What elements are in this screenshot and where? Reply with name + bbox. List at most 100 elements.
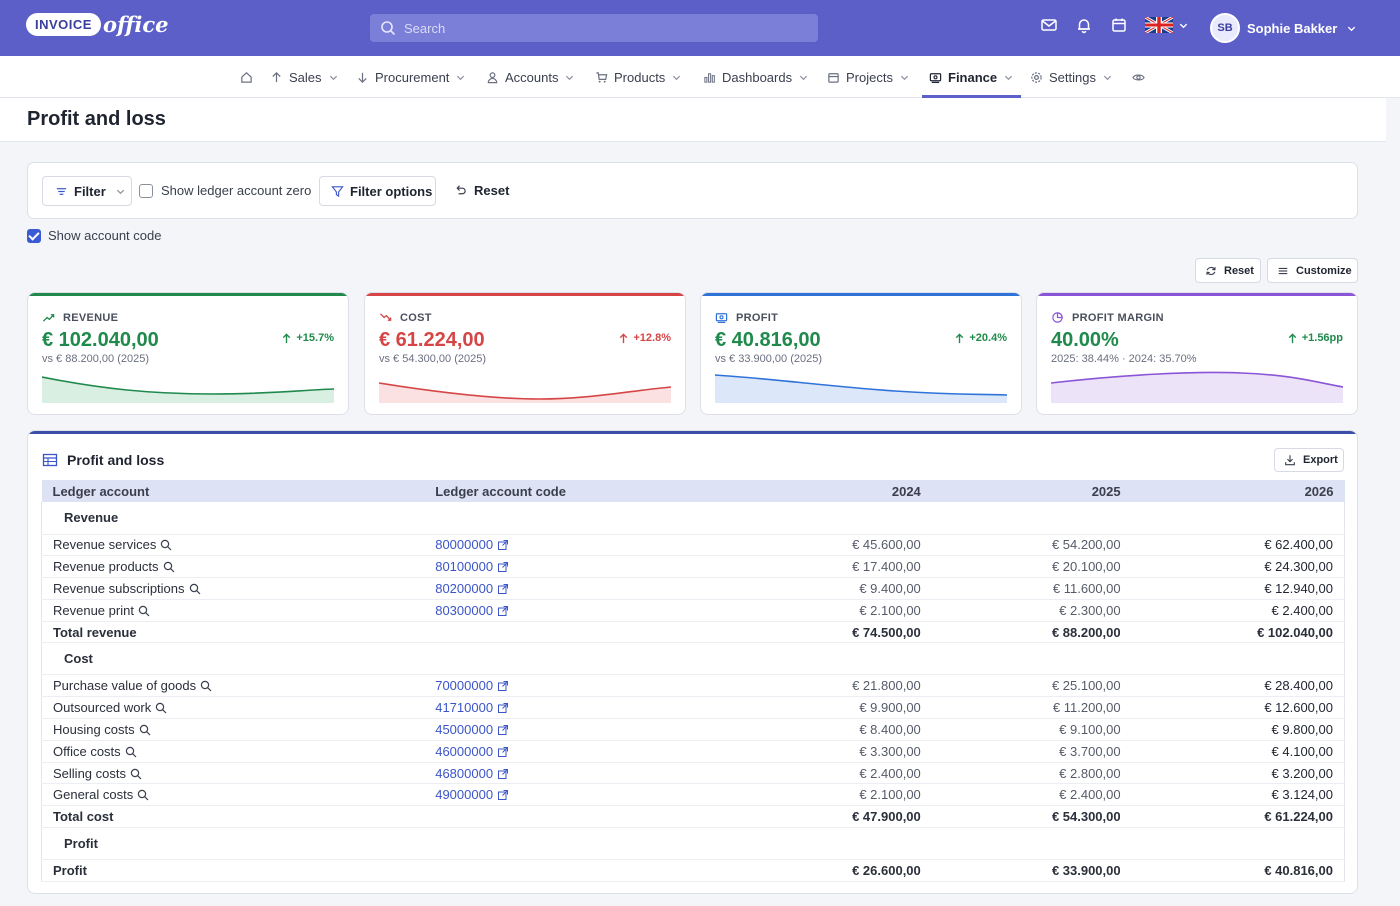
column-header[interactable]: 2024 <box>891 483 921 499</box>
search-icon[interactable] <box>155 702 167 714</box>
column-header[interactable]: 2025 <box>1091 483 1121 499</box>
search-input[interactable] <box>404 20 804 36</box>
external-link-icon[interactable] <box>497 702 509 714</box>
table-row[interactable]: Selling costs 46800000 € 2.400,00 € 2.800,0… <box>41 762 1345 785</box>
nav-settings[interactable]: Settings <box>1030 56 1112 98</box>
ledger-account-name: Revenue services <box>53 537 157 553</box>
external-link-icon[interactable] <box>497 539 509 551</box>
ledger-code-link[interactable]: 80000000 <box>435 537 494 553</box>
column-header[interactable]: Ledger account code <box>435 483 566 499</box>
ledger-code-cell[interactable]: 70000000 <box>424 674 714 698</box>
column-header[interactable]: Ledger account <box>52 483 150 499</box>
value-cell-2024: € 9.900,00 <box>713 696 932 720</box>
user-menu[interactable]: SB Sophie Bakker <box>1210 13 1356 43</box>
customize-button[interactable]: Customize <box>1267 258 1358 283</box>
value-cell-2025: € 3.700,00 <box>931 740 1132 763</box>
calendar-icon[interactable] <box>1110 16 1128 34</box>
show-zero-checkbox[interactable] <box>139 183 153 198</box>
external-link-icon[interactable] <box>497 724 509 736</box>
filter-dropdown[interactable]: Filter <box>42 176 132 206</box>
kpi-value: 40.00% <box>1051 329 1119 351</box>
table-row[interactable]: Outsourced work 41710000 € 9.900,00 € 11.20… <box>41 696 1345 720</box>
ledger-code-cell[interactable]: 80000000 <box>424 534 714 557</box>
ledger-code-link[interactable]: 41710000 <box>435 700 494 716</box>
nav-projects[interactable]: Projects <box>827 56 909 98</box>
filter-options-button[interactable]: Filter options <box>319 176 436 206</box>
external-link-icon[interactable] <box>497 561 509 573</box>
search-icon[interactable] <box>189 583 201 595</box>
value-cell-2025: € 11.600,00 <box>931 577 1132 600</box>
external-link-icon[interactable] <box>497 789 509 801</box>
ledger-code-cell[interactable]: 46000000 <box>424 740 714 763</box>
nav-accounts[interactable]: Accounts <box>486 56 574 98</box>
search-icon[interactable] <box>137 789 149 801</box>
external-link-icon[interactable] <box>497 583 509 595</box>
table-row[interactable]: Revenue print 80300000 € 2.100,00 € 2.300,0… <box>41 599 1345 622</box>
column-header[interactable]: 2026 <box>1304 483 1334 499</box>
ledger-code-link[interactable]: 46000000 <box>435 743 494 759</box>
external-link-icon[interactable] <box>497 680 509 692</box>
arrow-down-icon <box>358 72 367 83</box>
table-row[interactable]: Revenue subscriptions 80200000 € 9.400,00 €… <box>41 577 1345 600</box>
export-button[interactable]: Export <box>1274 448 1344 472</box>
search-icon[interactable] <box>138 605 150 617</box>
ledger-code-link[interactable]: 80200000 <box>435 580 494 596</box>
nav-visibility[interactable] <box>1132 56 1151 98</box>
ledger-code-cell[interactable]: 41710000 <box>424 696 714 720</box>
search-icon[interactable] <box>130 768 142 780</box>
nav-dashboards[interactable]: Dashboards <box>703 56 808 98</box>
value-cell-2026: € 24.300,00 <box>1131 555 1345 579</box>
funnel-icon <box>331 185 344 197</box>
ledger-code-link[interactable]: 49000000 <box>435 787 494 803</box>
ledger-code-link[interactable]: 80300000 <box>435 602 494 618</box>
nav-finance[interactable]: Finance <box>929 56 1013 98</box>
bell-icon[interactable] <box>1075 16 1093 34</box>
ledger-code-cell[interactable]: 45000000 <box>424 718 714 741</box>
nav-products[interactable]: Products <box>595 56 681 98</box>
ledger-code-link[interactable]: 46800000 <box>435 765 494 781</box>
search-icon[interactable] <box>125 746 137 758</box>
external-link-icon[interactable] <box>497 605 509 617</box>
total-row: Total cost € 47.900,00 € 54.300,00 € 61.224… <box>41 805 1345 829</box>
table-row[interactable]: Office costs 46000000 € 3.300,00 € 3.700,00… <box>41 740 1345 763</box>
search-icon[interactable] <box>160 539 172 551</box>
trending-up-icon <box>42 314 55 322</box>
table-row[interactable]: General costs 49000000 € 2.100,00 € 2.400,0… <box>41 783 1345 807</box>
ledger-code-link[interactable]: 70000000 <box>435 678 494 694</box>
reset-filters-button[interactable]: Reset <box>454 183 509 198</box>
search-icon[interactable] <box>163 561 175 573</box>
nav-sales[interactable]: Sales <box>270 56 338 98</box>
nav-procurement[interactable]: Procurement <box>356 56 465 98</box>
total-label: Total cost <box>41 805 425 829</box>
table-row[interactable]: Revenue products 80100000 € 17.400,00 € 20.… <box>41 555 1345 579</box>
section-header-row: Profit <box>41 827 1345 861</box>
show-zero-toggle[interactable]: Show ledger account zero <box>139 183 311 198</box>
ledger-code-cell[interactable]: 80300000 <box>424 599 714 622</box>
search-box[interactable] <box>370 14 818 42</box>
mail-icon[interactable] <box>1040 16 1058 34</box>
nav-home[interactable] <box>240 56 259 98</box>
external-link-icon[interactable] <box>497 746 509 758</box>
ledger-code-link[interactable]: 45000000 <box>435 721 494 737</box>
chevron-down-icon <box>1103 75 1112 80</box>
table-row[interactable]: Purchase value of goods 70000000 € 21.800,… <box>41 674 1345 698</box>
ledger-code-cell[interactable]: 80100000 <box>424 555 714 579</box>
ledger-code-cell[interactable]: 49000000 <box>424 783 714 807</box>
value-cell-2026: € 28.400,00 <box>1131 674 1345 698</box>
ledger-code-link[interactable]: 80100000 <box>435 559 494 575</box>
search-icon[interactable] <box>200 680 212 692</box>
ledger-code-cell[interactable]: 46800000 <box>424 762 714 785</box>
ledger-code-cell[interactable]: 80200000 <box>424 577 714 600</box>
ledger-account-cell: Revenue subscriptions <box>41 577 425 600</box>
table-row[interactable]: Revenue services 80000000 € 45.600,00 € 54.… <box>41 534 1345 557</box>
empty-cell <box>424 859 714 882</box>
show-code-toggle[interactable]: Show account code <box>27 228 161 243</box>
external-link-icon[interactable] <box>497 768 509 780</box>
kpi-change: +1.56pp <box>1287 332 1343 344</box>
show-code-checkbox[interactable] <box>27 228 41 243</box>
table-row[interactable]: Housing costs 45000000 € 8.400,00 € 9.100,0… <box>41 718 1345 741</box>
kpi-reset-button[interactable]: Reset <box>1195 258 1261 283</box>
app-logo[interactable]: INVOICE office <box>26 12 168 37</box>
search-icon[interactable] <box>139 724 151 736</box>
language-selector[interactable] <box>1145 17 1188 33</box>
